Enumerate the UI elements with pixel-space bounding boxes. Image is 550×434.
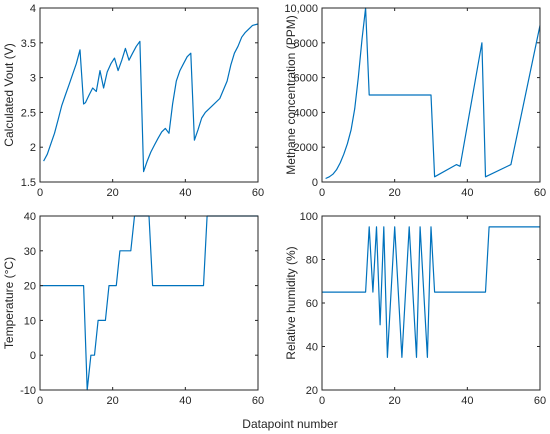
humidity-series-line (322, 226, 540, 358)
humidity-y-axis-label: Relative humidity (%) (284, 246, 298, 359)
methane-y-tick-label: 4000 (294, 107, 318, 119)
temperature-x-tick-label: 40 (179, 395, 191, 407)
humidity-y-tick-label: 40 (306, 342, 318, 354)
humidity-x-tick-label: 40 (461, 395, 473, 407)
humidity-y-tick-label: 100 (300, 211, 318, 223)
humidity-x-tick-label: 20 (389, 395, 401, 407)
temperature-y-tick-label: 0 (30, 350, 36, 362)
vout-y-axis-label: Calculated Vout (V) (2, 43, 16, 146)
temperature-x-tick-label: 0 (37, 395, 43, 407)
methane-y-axis-label: Methane concentration (PPM) (284, 15, 298, 174)
temperature-y-tick-label: 40 (24, 211, 36, 223)
temperature-y-tick-label: 20 (24, 281, 36, 293)
methane-series-line (325, 7, 541, 180)
methane-x-tick-label: 60 (534, 187, 546, 199)
vout-x-tick-label: 60 (252, 187, 264, 199)
vout-series-line (43, 23, 259, 173)
vout-y-tick-label: 3 (30, 73, 36, 85)
methane-y-tick-label: 10,000 (284, 3, 318, 15)
shared-x-axis-label: Datapoint number (242, 417, 337, 431)
methane-y-tick-label: 0 (312, 177, 318, 189)
vout-chart-panel: 0 20 40 60 1.5 2 2.5 3 3.5 4 Calculated Vout (V) (2, 3, 264, 199)
methane-y-tick-label: 2000 (294, 142, 318, 154)
vout-x-tick-label: 0 (37, 187, 43, 199)
humidity-x-tick-label: 60 (534, 395, 546, 407)
humidity-y-tick-label: 80 (306, 255, 318, 267)
vout-y-tick-label: 2 (30, 142, 36, 154)
vout-y-tick-label: 1.5 (21, 177, 36, 189)
humidity-y-tick-label: 20 (306, 385, 318, 397)
methane-y-tick-label: 6000 (294, 73, 318, 85)
methane-y-tick-label: 8000 (294, 38, 318, 50)
vout-x-tick-label: 40 (179, 187, 191, 199)
humidity-x-tick-label: 0 (319, 395, 325, 407)
temperature-y-tick-label: 30 (24, 246, 36, 258)
methane-x-tick-label: 40 (461, 187, 473, 199)
temperature-y-tick-label: -10 (20, 385, 36, 397)
methane-x-tick-label: 0 (319, 187, 325, 199)
vout-y-tick-label: 3.5 (21, 38, 36, 50)
temperature-axes-box (39, 215, 259, 391)
temperature-y-tick-label: 10 (24, 315, 36, 327)
temperature-x-tick-label: 20 (107, 395, 119, 407)
vout-x-tick-label: 20 (107, 187, 119, 199)
vout-y-tick-label: 2.5 (21, 107, 36, 119)
vout-y-tick-label: 4 (30, 3, 36, 15)
temperature-x-tick-label: 60 (252, 395, 264, 407)
methane-axes-box (321, 7, 541, 183)
humidity-y-tick-label: 60 (306, 298, 318, 310)
methane-x-tick-label: 20 (389, 187, 401, 199)
vout-axes-box (39, 7, 259, 183)
temperature-series-line (40, 215, 258, 391)
temperature-y-axis-label: Temperature (°C) (2, 257, 16, 349)
